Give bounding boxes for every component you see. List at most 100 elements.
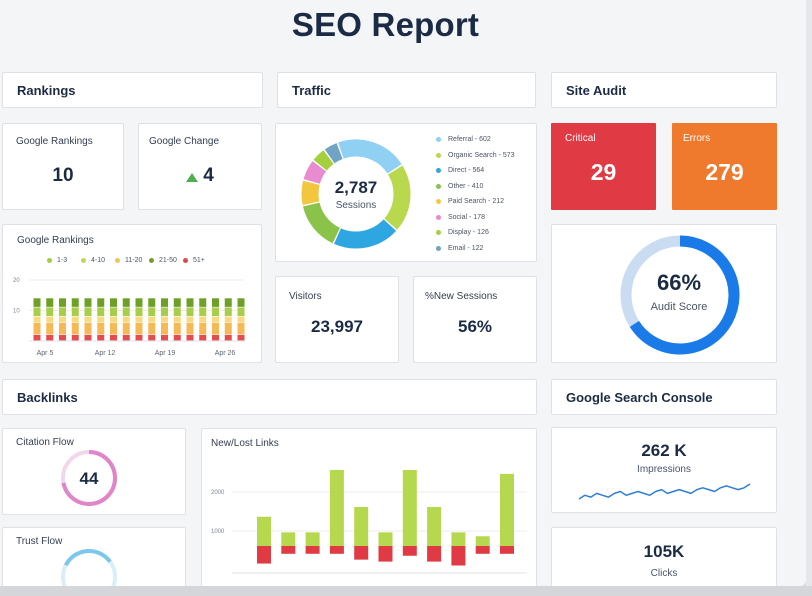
rank-bar-segment-21-50 xyxy=(46,307,54,316)
rank-bar-segment-1-3 xyxy=(84,334,92,341)
rank-bar-segment-21-50 xyxy=(212,307,219,316)
legend-dot xyxy=(81,258,86,263)
rank-bar-segment-11-20 xyxy=(46,316,54,323)
google-rankings-chart-title: Google Rankings xyxy=(17,235,94,246)
page-title: SEO Report xyxy=(291,6,480,43)
google-rankings-card: Google Rankings 10 xyxy=(2,123,124,210)
new-sessions-card: %New Sessions 56% xyxy=(413,276,537,363)
rank-bar-segment-11-20 xyxy=(148,316,156,323)
google-change-card: Google Change 4 xyxy=(138,123,262,210)
clicks-label: Clicks xyxy=(650,568,678,579)
rank-bar-segment-21-50 xyxy=(84,307,92,316)
rank-bar-segment-51+ xyxy=(135,298,143,307)
lost-links-bar xyxy=(378,546,393,562)
site-audit-header-label: Site Audit xyxy=(566,82,627,98)
lost-links-bar xyxy=(329,546,344,554)
x-tick-label: Apr 5 xyxy=(37,350,54,357)
rank-bar-segment-4-10 xyxy=(71,322,79,335)
sessions-legend-item: Organic Search - 573 xyxy=(436,152,515,159)
rank-bar-segment-11-20 xyxy=(84,316,92,323)
google-change-label: Google Change xyxy=(149,136,220,147)
traffic-header-label: Traffic xyxy=(292,82,332,98)
rankings-header-label: Rankings xyxy=(17,82,76,98)
rank-bar-segment-4-10 xyxy=(110,322,117,335)
rank-bar-segment-11-20 xyxy=(110,316,117,323)
lost-links-bar xyxy=(257,546,271,564)
legend-dot xyxy=(436,168,441,173)
legend-label: Paid Search - 212 xyxy=(448,198,505,205)
legend-dot xyxy=(183,258,188,263)
lost-links-bar xyxy=(451,546,466,566)
rank-bar-segment-21-50 xyxy=(71,307,79,316)
traffic-header: Traffic xyxy=(277,72,536,108)
x-tick-label: Apr 12 xyxy=(95,350,116,357)
sessions-donut-chart xyxy=(301,139,411,249)
rank-bar-segment-4-10 xyxy=(122,322,130,335)
audit-ring-progress xyxy=(629,235,740,355)
rank-bar-segment-51+ xyxy=(122,298,130,307)
rankings-stacked-bar-chart: 20 10 Apr 5 Apr 12 Apr 19 Apr 26 xyxy=(13,278,245,357)
rank-legend-item: 51+ xyxy=(183,257,205,264)
rank-bar-segment-21-50 xyxy=(173,307,181,316)
rank-bar-segment-1-3 xyxy=(97,334,105,341)
citation-ring-progress xyxy=(61,450,117,506)
new-links-bar xyxy=(329,469,344,546)
legend-label: 21-50 xyxy=(159,257,177,264)
rank-bar-segment-11-20 xyxy=(224,316,232,323)
rank-bar-segment-4-10 xyxy=(97,322,105,335)
triangle-up-icon xyxy=(186,173,199,182)
rank-legend-item: 11-20 xyxy=(115,257,142,264)
rank-legend-item: 1-3 xyxy=(47,257,67,264)
rank-bar-segment-11-20 xyxy=(122,316,130,323)
x-tick-label: Apr 26 xyxy=(215,350,236,357)
new-lost-links-title: New/Lost Links xyxy=(211,438,279,449)
clicks-card: 105K Clicks xyxy=(551,527,777,586)
audit-score-ring xyxy=(620,235,740,355)
rank-bar-segment-21-50 xyxy=(122,307,130,316)
trust-flow-label: Trust Flow xyxy=(16,536,63,547)
rank-legend-item: 21-50 xyxy=(149,257,177,264)
new-links-bar xyxy=(305,532,320,546)
y-tick-1000: 1000 xyxy=(211,529,225,535)
site-audit-header: Site Audit xyxy=(551,72,777,108)
audit-score-label: Audit Score xyxy=(650,301,708,313)
new-links-bar xyxy=(378,532,393,546)
citation-flow-card: Citation Flow 44 xyxy=(2,428,186,515)
rank-bar-segment-11-20 xyxy=(135,316,143,323)
legend-label: Social - 178 xyxy=(448,213,485,221)
rank-bar-segment-1-3 xyxy=(46,334,54,341)
donut-slice-referral xyxy=(338,139,402,174)
backlinks-header-label: Backlinks xyxy=(17,389,78,405)
legend-label: 11-20 xyxy=(125,257,143,264)
audit-score-card: 66% Audit Score xyxy=(551,224,777,363)
citation-flow-value: 44 xyxy=(79,469,99,488)
visitors-value: 23,997 xyxy=(311,317,363,336)
rank-bar-segment-11-20 xyxy=(33,316,41,323)
rank-bar-segment-51+ xyxy=(97,298,105,307)
new-links-bar xyxy=(475,536,490,546)
legend-dot xyxy=(436,183,441,189)
impressions-sparkline xyxy=(578,483,751,500)
rank-bar-segment-4-10 xyxy=(173,322,181,335)
new-lost-links-bar-chart: 2000 1000 xyxy=(211,469,527,574)
critical-label: Critical xyxy=(565,133,596,144)
rank-bar-segment-4-10 xyxy=(224,322,232,335)
visitors-label: Visitors xyxy=(289,291,322,302)
rank-bar-segment-51+ xyxy=(33,298,41,307)
sessions-legend-item: Email - 122 xyxy=(436,245,483,252)
rank-bar-segment-1-3 xyxy=(199,334,207,341)
clicks-value: 105K xyxy=(643,542,685,561)
critical-card: Critical 29 xyxy=(551,123,656,210)
google-rankings-value: 10 xyxy=(52,165,74,186)
rank-bar-segment-4-10 xyxy=(46,322,54,335)
search-console-header-label: Google Search Console xyxy=(566,389,713,405)
rank-bar-segment-1-3 xyxy=(135,334,143,341)
x-tick-label: Apr 19 xyxy=(155,350,176,357)
rank-bar-segment-51+ xyxy=(212,298,219,307)
rank-bar-segment-1-3 xyxy=(71,334,79,341)
errors-value: 279 xyxy=(705,159,744,185)
rank-bar-segment-21-50 xyxy=(59,307,66,316)
y-tick-20: 20 xyxy=(13,278,20,284)
rank-bar-segment-51+ xyxy=(224,298,232,307)
rank-bar-segment-51+ xyxy=(59,298,66,307)
